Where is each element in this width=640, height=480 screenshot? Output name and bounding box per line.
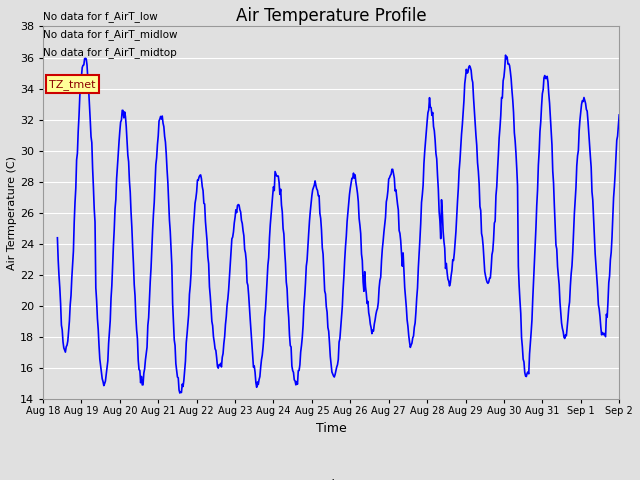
Y-axis label: Air Termperature (C): Air Termperature (C) (7, 156, 17, 270)
Text: TZ_tmet: TZ_tmet (49, 79, 96, 90)
X-axis label: Time: Time (316, 421, 346, 435)
Text: No data for f_AirT_midtop: No data for f_AirT_midtop (43, 47, 177, 58)
Text: No data for f_AirT_low: No data for f_AirT_low (43, 11, 157, 22)
Legend: AirT 22m: AirT 22m (277, 474, 385, 480)
Text: No data for f_AirT_midlow: No data for f_AirT_midlow (43, 29, 177, 40)
Title: Air Temperature Profile: Air Temperature Profile (236, 7, 426, 25)
